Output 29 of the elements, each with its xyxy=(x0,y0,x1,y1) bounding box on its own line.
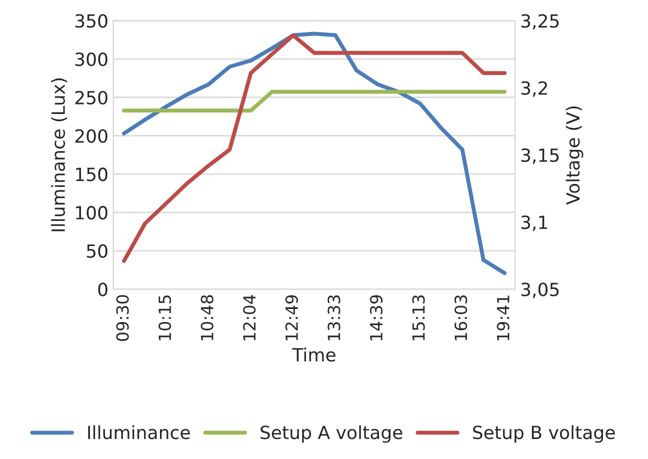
x-tick-label: 19:41 xyxy=(496,296,510,340)
y2-tick-label: 3,25 xyxy=(521,14,559,30)
legend-label: Setup B voltage xyxy=(473,425,615,443)
x-tick-label: 09:30 xyxy=(116,295,129,341)
y2-tick-label: 3,15 xyxy=(521,148,559,164)
y-axis-title: Illuminance (Lux) xyxy=(51,78,68,232)
y-tick-label: 150 xyxy=(76,168,108,182)
y2-tick-label: 3,2 xyxy=(521,81,547,97)
y-tick-label: 100 xyxy=(76,206,108,220)
x-tick-label: 10:48 xyxy=(200,295,214,340)
x-axis-title: Time xyxy=(292,348,336,362)
legend-label: Setup A voltage xyxy=(260,425,402,443)
x-tick-label: 12:49 xyxy=(285,295,298,340)
x-tick-label: 12:04 xyxy=(243,294,256,340)
x-tick-label: 10:15 xyxy=(158,295,172,340)
y-tick-label: 250 xyxy=(75,90,108,104)
x-tick-label: 14:39 xyxy=(370,295,383,340)
y2-tick-label: 3,1 xyxy=(521,216,548,231)
y2-axis-title: Voltage (V) xyxy=(566,106,584,205)
y-tick-label: 0 xyxy=(98,282,108,296)
y-tick-label: 200 xyxy=(75,129,108,143)
y2-tick-label: 3,05 xyxy=(521,282,559,298)
y-tick-label: 50 xyxy=(86,244,108,258)
x-tick-label: 16:03 xyxy=(454,295,468,340)
y-tick-label: 350 xyxy=(75,14,108,28)
y-tick-label: 300 xyxy=(75,52,108,66)
x-tick-label: 15:13 xyxy=(412,295,425,340)
x-tick-label: 13:33 xyxy=(328,295,340,340)
legend-label: Illuminance xyxy=(88,425,190,440)
